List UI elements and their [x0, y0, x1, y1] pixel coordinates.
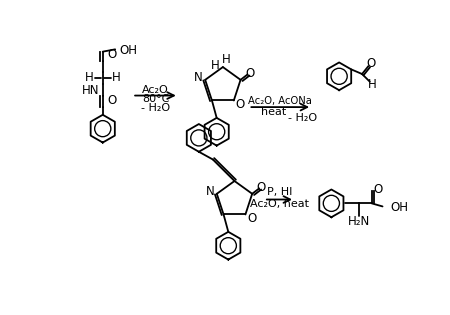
Text: N: N [194, 71, 202, 84]
Text: Ac₂O, heat: Ac₂O, heat [250, 199, 309, 209]
Text: Ac₂O: Ac₂O [142, 85, 169, 95]
Text: Ac₂O, AcONa: Ac₂O, AcONa [248, 96, 312, 106]
Text: OH: OH [390, 201, 408, 214]
Text: H: H [221, 53, 230, 66]
Text: - H₂O: - H₂O [288, 113, 317, 123]
Text: O: O [247, 212, 256, 225]
Text: H₂N: H₂N [348, 215, 370, 228]
Text: O: O [108, 94, 117, 107]
Text: 80°C: 80°C [142, 94, 169, 104]
Text: H: H [211, 59, 220, 72]
Text: P, HI: P, HI [267, 187, 292, 197]
Text: heat: heat [261, 107, 286, 117]
Text: O: O [235, 98, 245, 111]
Text: O: O [367, 57, 376, 70]
Text: N: N [206, 185, 214, 198]
Text: HN: HN [81, 84, 99, 97]
Text: O: O [108, 48, 117, 61]
Text: O: O [257, 181, 266, 194]
Text: - H₂O: - H₂O [141, 103, 170, 113]
Text: H: H [368, 77, 377, 90]
Text: O: O [245, 67, 255, 80]
Text: H: H [112, 71, 121, 84]
Text: OH: OH [120, 43, 138, 57]
Text: O: O [373, 183, 382, 196]
Text: H: H [85, 71, 93, 84]
